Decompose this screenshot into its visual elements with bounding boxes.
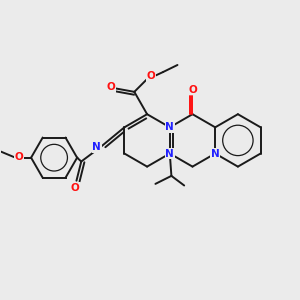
Text: N: N <box>165 148 174 158</box>
Text: O: O <box>188 85 197 95</box>
Text: O: O <box>15 152 24 162</box>
Text: O: O <box>70 183 79 193</box>
Text: N: N <box>211 148 220 158</box>
Text: N: N <box>165 122 174 132</box>
Text: O: O <box>147 71 155 82</box>
Text: N: N <box>92 142 101 152</box>
Text: O: O <box>106 82 116 92</box>
